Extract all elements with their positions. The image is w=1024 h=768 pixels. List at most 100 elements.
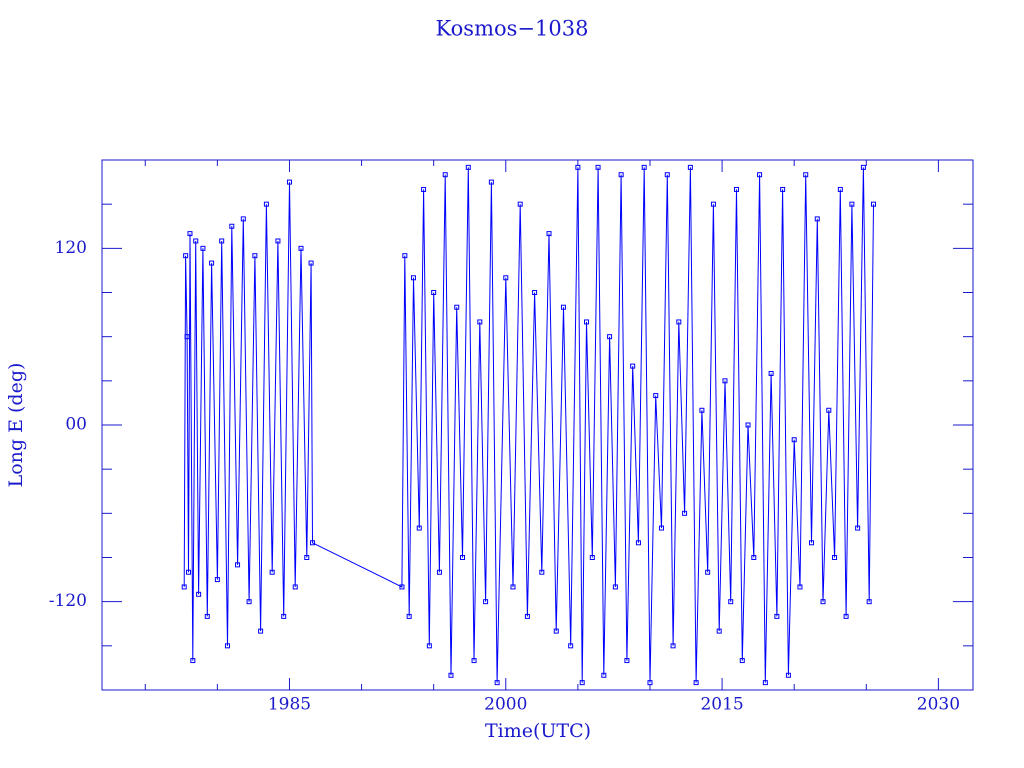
data-point	[209, 260, 215, 266]
data-point	[214, 577, 220, 583]
data-point	[402, 253, 408, 259]
data-point	[797, 584, 803, 590]
data-point	[855, 525, 861, 531]
data-point	[762, 680, 768, 686]
data-point	[503, 275, 509, 281]
data-point	[410, 275, 416, 281]
data-point	[517, 201, 523, 207]
y-axis-label: Long E (deg)	[5, 363, 27, 488]
data-point	[184, 334, 190, 340]
data-point	[682, 510, 688, 516]
data-point	[448, 672, 454, 678]
data-point	[860, 164, 866, 170]
data-point	[579, 680, 585, 686]
data-point	[653, 393, 659, 399]
y-tick-label: 120	[55, 238, 87, 258]
x-axis-label: Time(UTC)	[485, 720, 591, 742]
data-point	[292, 584, 298, 590]
data-point	[399, 584, 405, 590]
data-point	[589, 555, 595, 560]
data-point	[624, 658, 630, 664]
data-point	[780, 186, 786, 192]
data-point	[843, 613, 849, 619]
data-point	[310, 540, 316, 546]
data-point	[406, 613, 412, 619]
data-point	[488, 179, 494, 185]
data-point	[785, 672, 791, 678]
data-point	[196, 591, 202, 597]
x-tick-label: 2015	[700, 695, 743, 715]
data-point	[560, 304, 566, 310]
data-point	[728, 599, 734, 605]
x-tick-label: 2030	[917, 695, 960, 715]
data-point	[820, 599, 826, 605]
data-point	[275, 238, 281, 244]
data-point	[183, 253, 189, 259]
data-point	[258, 628, 264, 634]
data-point	[808, 540, 814, 546]
data-point	[200, 245, 206, 251]
data-point	[722, 378, 728, 384]
data-point	[635, 540, 641, 546]
x-tick-label: 1985	[268, 695, 311, 715]
data-point	[454, 304, 460, 310]
data-point	[524, 613, 530, 619]
data-point	[687, 164, 693, 170]
data-point	[768, 370, 774, 376]
data-point	[416, 525, 422, 531]
data-point	[510, 584, 516, 590]
data-point	[431, 290, 437, 295]
data-point	[269, 569, 275, 575]
data-point	[539, 569, 545, 575]
data-point	[641, 164, 647, 170]
data-point	[186, 569, 192, 575]
data-point	[664, 172, 670, 178]
data-point	[263, 201, 269, 207]
data-point	[745, 422, 751, 428]
data-point	[553, 628, 559, 634]
data-point	[716, 628, 722, 634]
data-point	[803, 172, 809, 178]
data-point	[181, 584, 187, 590]
data-point	[546, 231, 552, 237]
data-point	[246, 599, 252, 605]
data-point	[751, 555, 757, 560]
data-line	[183, 167, 874, 683]
data-point	[832, 555, 838, 560]
x-tick-label: 2000	[484, 695, 527, 715]
y-tick-label: -120	[49, 591, 87, 611]
data-point	[791, 437, 797, 443]
data-point	[193, 238, 199, 244]
data-point	[601, 672, 607, 678]
data-point	[618, 172, 624, 178]
data-point	[774, 613, 780, 619]
data-point	[870, 201, 876, 207]
data-point	[442, 172, 448, 178]
data-point	[286, 179, 292, 185]
data-point	[826, 407, 832, 413]
data-point	[705, 569, 711, 575]
data-point	[584, 319, 590, 325]
data-point	[224, 643, 230, 649]
data-point	[630, 363, 636, 369]
data-point	[477, 319, 483, 325]
data-point	[670, 643, 676, 649]
data-point	[240, 216, 246, 222]
data-point	[426, 643, 432, 649]
data-point	[465, 164, 471, 170]
data-point	[607, 334, 613, 340]
data-point	[204, 613, 210, 619]
data-point	[471, 658, 477, 664]
data-point	[568, 643, 574, 649]
data-point	[532, 290, 538, 295]
data-point	[483, 599, 489, 605]
data-point	[837, 186, 843, 192]
data-point	[739, 658, 745, 664]
data-point	[612, 584, 618, 590]
data-point	[304, 555, 310, 560]
data-point	[219, 238, 225, 244]
data-point	[252, 253, 258, 259]
data-point	[595, 164, 601, 170]
data-point	[849, 201, 855, 207]
